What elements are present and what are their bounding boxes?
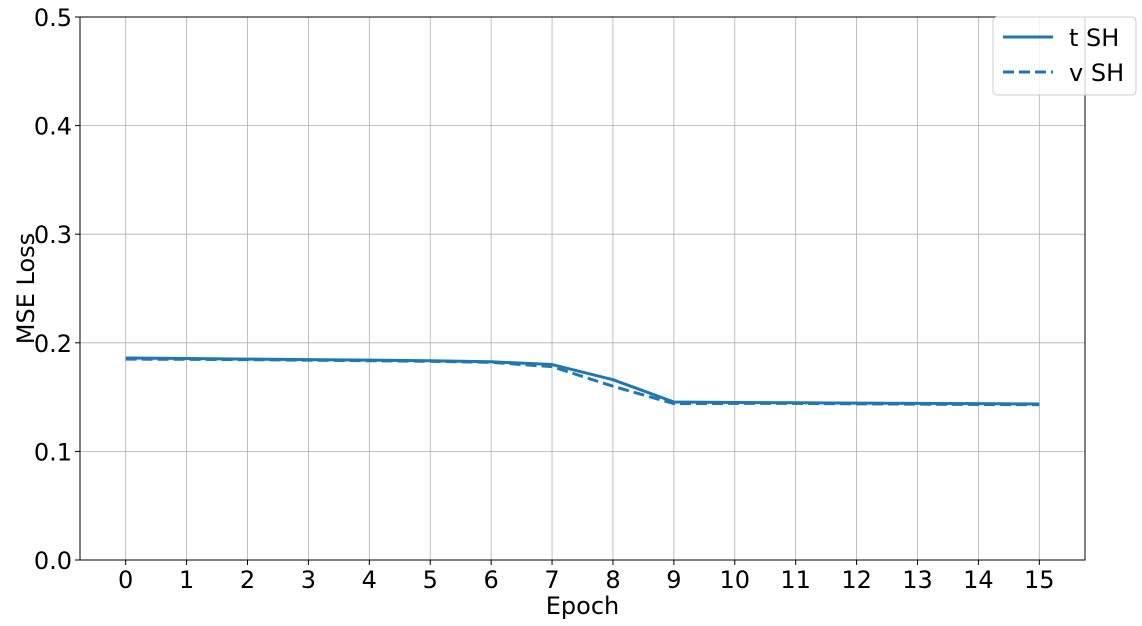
x-tick-label: 1 <box>179 566 194 594</box>
x-tick-label: 7 <box>544 566 559 594</box>
x-tick-label: 3 <box>301 566 316 594</box>
legend-label-v-sh: v SH <box>1069 59 1124 87</box>
x-tick-label: 13 <box>902 566 933 594</box>
x-tick-label: 2 <box>240 566 255 594</box>
x-tick-label: 4 <box>362 566 377 594</box>
plot-frame <box>79 16 1086 561</box>
x-tick-label: 15 <box>1024 566 1055 594</box>
legend: t SH v SH <box>992 16 1137 96</box>
x-tick-label: 9 <box>666 566 681 594</box>
x-axis-ticks: 0 1 2 3 4 5 6 7 8 9 10 11 12 13 14 15 <box>118 560 1055 594</box>
y-tick-label: 0.4 <box>34 113 72 141</box>
series-lines <box>125 356 1040 407</box>
x-tick-label: 8 <box>605 566 620 594</box>
x-tick-label: 10 <box>719 566 750 594</box>
legend-label-t-sh: t SH <box>1069 24 1119 52</box>
x-tick-label: 0 <box>118 566 133 594</box>
y-tick-label: 0.5 <box>34 4 72 32</box>
y-tick-label: 0.3 <box>34 221 72 249</box>
x-tick-label: 5 <box>423 566 438 594</box>
x-tick-label: 14 <box>963 566 994 594</box>
y-tick-label: 0.2 <box>34 330 72 358</box>
y-tick-label: 0.0 <box>34 547 72 575</box>
x-tick-label: 12 <box>841 566 872 594</box>
y-tick-label: 0.1 <box>34 438 72 466</box>
x-tick-label: 11 <box>780 566 811 594</box>
x-axis-label: Epoch <box>546 592 620 620</box>
x-tick-label: 6 <box>483 566 498 594</box>
y-axis-ticks: 0.0 0.1 0.2 0.3 0.4 0.5 <box>34 4 80 575</box>
series-line-v-sh <box>125 357 1040 407</box>
y-axis-label: MSE Loss <box>12 233 40 344</box>
